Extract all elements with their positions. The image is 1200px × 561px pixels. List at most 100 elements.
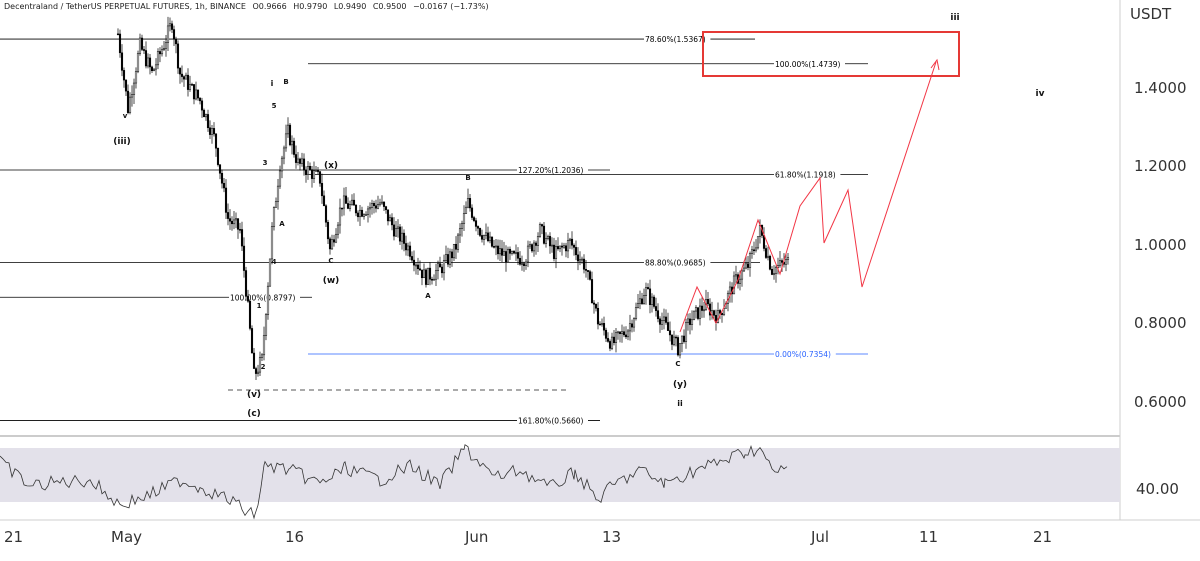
candle-body — [490, 236, 494, 247]
candle-body — [434, 270, 438, 280]
candle-body — [682, 335, 686, 342]
candle-body — [564, 245, 568, 252]
candle-body — [650, 296, 654, 305]
candle-body — [624, 334, 628, 338]
candle-body — [360, 209, 364, 217]
candle-body — [692, 310, 696, 321]
candle-body — [338, 207, 342, 226]
candle-body — [224, 187, 228, 213]
fib-label: 161.80%(0.5660) — [518, 417, 584, 426]
fib-label: 127.20%(1.2036) — [518, 166, 584, 175]
candle-body — [586, 270, 590, 272]
time-tick-label: Jul — [810, 528, 829, 546]
candle-body — [422, 269, 426, 279]
candle-body — [340, 207, 344, 210]
open-value: O0.9666 — [252, 2, 287, 11]
change-value: −0.0167 (−1.73%) — [412, 2, 489, 11]
candle-body — [210, 128, 214, 135]
candle-body — [318, 171, 322, 184]
candle-body — [558, 245, 562, 250]
candle-body — [450, 251, 454, 259]
candle-body — [202, 109, 206, 118]
wave-label: iii — [950, 13, 959, 23]
wave-label: ii — [677, 399, 683, 408]
candle-body — [258, 357, 262, 373]
price-tick-label: 1.0000 — [1134, 236, 1187, 254]
price-tick-label: 1.2000 — [1134, 157, 1187, 175]
candle-body — [364, 214, 368, 216]
wave-label: (iii) — [113, 137, 130, 147]
candle-body — [684, 322, 688, 342]
candle-body — [456, 234, 460, 250]
candle-body — [292, 140, 296, 155]
candle-body — [618, 331, 622, 334]
candle-body — [664, 316, 668, 323]
candle-body — [518, 258, 522, 265]
candle-body — [436, 263, 440, 271]
candle-body — [424, 269, 428, 285]
candle-body — [744, 263, 748, 269]
candle-body — [750, 249, 754, 254]
candle-body — [182, 76, 186, 80]
candle-body — [406, 245, 410, 251]
fib-label-bg — [774, 58, 845, 69]
candle-body — [676, 337, 680, 356]
candle-body — [350, 199, 354, 205]
candle-body — [196, 89, 200, 99]
candle-body — [294, 154, 298, 163]
candle-body — [698, 305, 702, 319]
candle-body — [568, 238, 572, 241]
candle-body — [622, 331, 626, 336]
candle-body — [626, 330, 630, 338]
candle-body — [230, 220, 234, 225]
candle-body — [718, 310, 722, 314]
candle-body — [122, 70, 126, 81]
indicator-series — [0, 444, 788, 520]
candle-body — [186, 74, 190, 90]
candle-body — [304, 169, 308, 175]
candle-body — [528, 244, 532, 247]
candle-body — [268, 258, 272, 287]
projection-path — [679, 61, 937, 333]
candle-body — [136, 53, 140, 72]
candle-body — [368, 207, 372, 210]
wave-label: A — [279, 220, 285, 228]
candle-body — [302, 158, 306, 171]
candle-body — [236, 218, 240, 230]
candle-body — [592, 302, 596, 305]
candle-body — [700, 305, 704, 311]
candle-body — [468, 198, 472, 209]
candle-body — [720, 312, 724, 315]
candle-body — [438, 263, 442, 268]
candle-body — [766, 255, 770, 258]
candle-body — [286, 124, 290, 135]
candle-body — [602, 323, 606, 331]
candle-body — [386, 209, 390, 222]
candle-body — [770, 269, 774, 275]
symbol-legend: Decentraland / TetherUS PERPETUAL FUTURE… — [4, 2, 493, 11]
candle-body — [540, 224, 544, 227]
candle-body — [746, 263, 750, 268]
candle-body — [752, 249, 756, 252]
candle-body — [164, 42, 168, 49]
candle-body — [460, 223, 464, 229]
candle-body — [742, 267, 746, 272]
candle-body — [192, 84, 196, 100]
fib-label-bg — [774, 348, 836, 359]
candle-body — [156, 51, 160, 66]
candle-body — [640, 298, 644, 304]
candle-body — [356, 212, 360, 218]
candle-body — [384, 206, 388, 211]
candle-body — [502, 251, 506, 256]
candle-body — [768, 255, 772, 270]
candle-body — [354, 204, 358, 214]
candle-body — [388, 217, 392, 222]
candle-body — [454, 243, 458, 250]
candle-body — [140, 37, 144, 50]
candle-body — [560, 245, 564, 248]
candle-body — [306, 166, 310, 175]
candle-body — [662, 316, 666, 321]
